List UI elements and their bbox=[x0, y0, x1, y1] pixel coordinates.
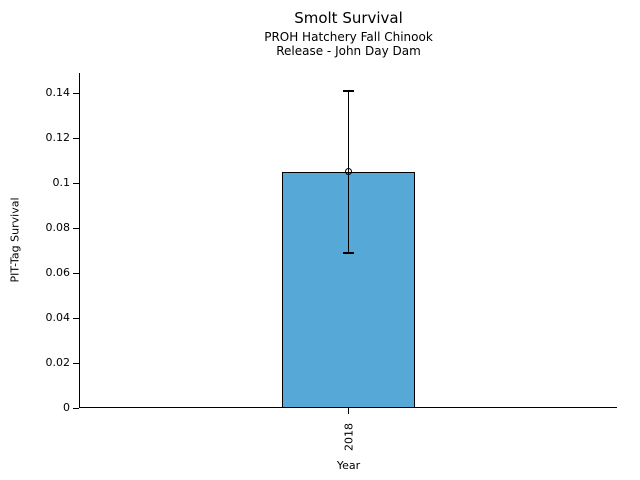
y-tick-label: 0.08 bbox=[45, 221, 71, 235]
y-tick-mark bbox=[73, 227, 79, 229]
x-axis-label: Year bbox=[336, 459, 361, 472]
x-tick-mark bbox=[348, 408, 349, 414]
chart-title: Smolt Survival bbox=[294, 9, 403, 27]
chart-subtitle-1: PROH Hatchery Fall Chinook bbox=[264, 30, 433, 44]
y-tick-label: 0.1 bbox=[52, 176, 71, 190]
error-bar-cap-top bbox=[343, 90, 354, 92]
y-tick-mark bbox=[73, 407, 79, 409]
y-tick-label: 0.06 bbox=[45, 266, 71, 280]
y-tick-mark bbox=[73, 317, 79, 319]
y-tick-mark bbox=[73, 137, 79, 139]
y-tick-mark bbox=[73, 272, 79, 274]
y-tick-label: 0.04 bbox=[45, 311, 71, 325]
y-tick-label: 0 bbox=[63, 401, 70, 414]
y-tick-label: 0.02 bbox=[45, 356, 71, 370]
y-tick-mark bbox=[73, 362, 79, 364]
chart-subtitle-2: Release - John Day Dam bbox=[276, 44, 421, 58]
data-point-marker bbox=[345, 168, 352, 176]
y-tick-label: 0.12 bbox=[45, 131, 71, 145]
y-tick-mark bbox=[73, 92, 79, 94]
y-tick-label: 0.14 bbox=[45, 86, 71, 100]
error-bar-cap-bottom bbox=[343, 252, 354, 254]
x-tick-label: 2018 bbox=[342, 423, 355, 451]
y-tick-mark bbox=[73, 182, 79, 184]
